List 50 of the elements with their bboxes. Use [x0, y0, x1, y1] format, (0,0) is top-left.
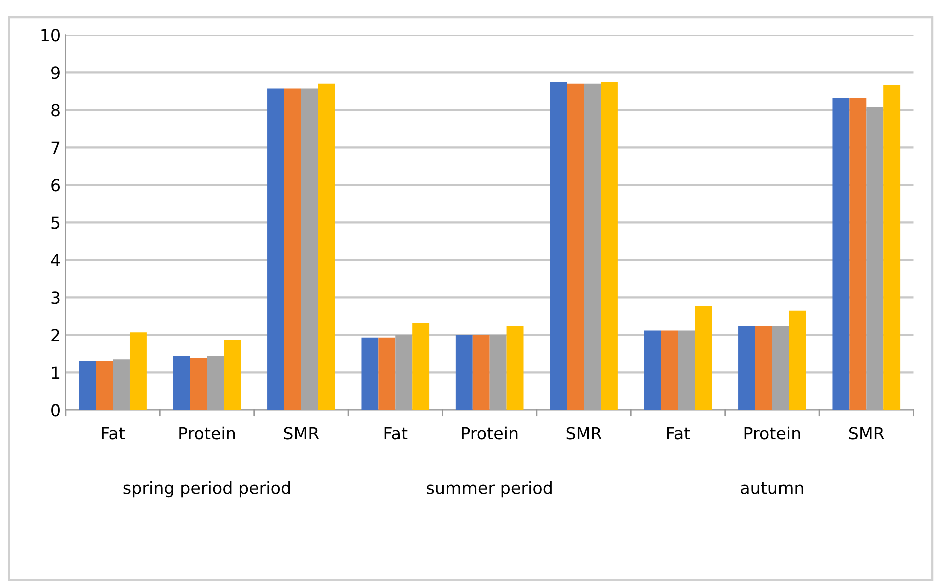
bar: [850, 98, 867, 410]
y-tick-label: 1: [52, 366, 60, 380]
x-tick-label: SMR: [284, 427, 320, 440]
x-tick-label: Fat: [102, 427, 126, 440]
y-tick-label: 8: [52, 104, 60, 117]
bar: [378, 338, 396, 410]
y-tick-label: 9: [52, 66, 60, 80]
bar: [318, 84, 336, 410]
bar: [362, 338, 379, 410]
y-tick-label: 7: [52, 142, 60, 154]
bar: [456, 335, 473, 410]
x-tick-label: SMR: [849, 427, 884, 440]
text: spring period period: [124, 481, 290, 498]
bar: [695, 306, 712, 410]
y-tick-label: 0: [52, 404, 60, 417]
x-tick-label: Protein: [180, 426, 236, 440]
bar: [755, 326, 772, 410]
bar: [224, 340, 242, 410]
bar: [600, 82, 618, 410]
x-tick-label: SMR: [566, 427, 602, 440]
bar: [567, 84, 584, 410]
bar: [412, 323, 430, 410]
bar: [789, 310, 806, 410]
bar: [832, 98, 850, 410]
x-tick-label: Protein: [462, 426, 518, 440]
bar: [550, 82, 568, 410]
bar: [268, 88, 284, 410]
bar: [661, 330, 678, 410]
x-tick-label: Fat: [667, 427, 690, 440]
x-tick-label: Fat: [384, 427, 408, 440]
bar: [472, 335, 490, 410]
x-tick-label: Protein: [744, 426, 800, 440]
y-tick-label: 3: [52, 292, 60, 304]
bar: [506, 326, 524, 410]
bar: [173, 356, 190, 410]
bar: [644, 330, 662, 410]
text: autumn: [741, 482, 804, 494]
y-tick-label: 6: [52, 179, 60, 192]
bar: [284, 88, 302, 410]
bar: [190, 358, 208, 410]
bar: [738, 326, 756, 410]
text: summer period: [427, 481, 552, 498]
y-tick-label: 4: [51, 254, 60, 267]
y-tick-label: 5: [52, 216, 60, 230]
bar: [79, 361, 96, 410]
bar: [130, 332, 147, 410]
bar: [96, 361, 114, 410]
bar: [884, 85, 901, 410]
y-tick-label: 2: [52, 329, 60, 342]
y-tick-label: 10: [42, 29, 60, 42]
